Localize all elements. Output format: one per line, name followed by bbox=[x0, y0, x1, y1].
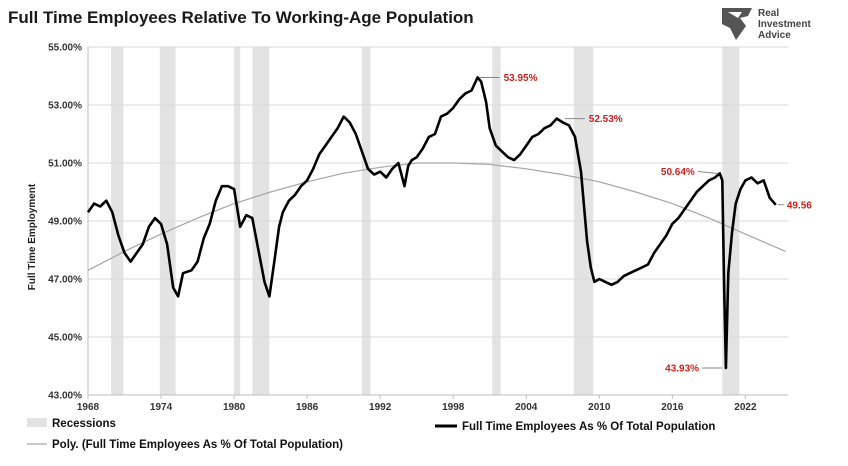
legend-recessions-swatch bbox=[27, 418, 47, 427]
x-tick-label: 1974 bbox=[150, 402, 173, 413]
x-tick-label: 2022 bbox=[734, 402, 757, 413]
y-axis-label: Full Time Employment bbox=[27, 183, 38, 290]
series bbox=[86, 76, 786, 370]
annotation-label: 49.56 bbox=[787, 200, 812, 211]
legend-recessions-label: Recessions bbox=[52, 418, 116, 430]
x-tick-label: 2016 bbox=[661, 402, 684, 413]
eagle-icon bbox=[722, 8, 752, 40]
x-tick-label: 2004 bbox=[515, 402, 538, 413]
annotation-leader-2 bbox=[697, 170, 718, 174]
y-tick-label: 43.00% bbox=[48, 391, 82, 402]
x-tick-label: 1986 bbox=[296, 402, 319, 413]
logo-line-1: Real bbox=[758, 8, 779, 19]
y-tick-label: 51.00% bbox=[48, 159, 82, 170]
annotations: 53.95% 52.53% 50.64% 43.93% 49.56 bbox=[479, 73, 812, 375]
y-tick-label: 47.00% bbox=[48, 275, 82, 286]
x-tick-label: 1998 bbox=[442, 402, 465, 413]
x-tick-labels: 1968 1974 1980 1986 1992 1998 2004 2010 2016 2022 bbox=[77, 395, 757, 413]
legend-trend-label: Poly. (Full Time Employees As % Of Total… bbox=[52, 439, 343, 451]
annotation-label: 53.95% bbox=[504, 73, 538, 84]
annotation-label: 43.93% bbox=[665, 364, 699, 375]
chart-title: Full Time Employees Relative To Working-… bbox=[8, 8, 474, 27]
y-tick-label: 49.00% bbox=[48, 217, 82, 228]
annotation-label: 50.64% bbox=[661, 167, 695, 178]
gridlines bbox=[88, 46, 788, 396]
logo-line-3: Advice bbox=[758, 30, 791, 41]
brand-logo: Real Investment Advice bbox=[722, 8, 811, 41]
annotation-label: 52.53% bbox=[589, 114, 623, 125]
y-tick-label: 55.00% bbox=[48, 43, 82, 54]
y-tick-labels: 43.00% 45.00% 47.00% 49.00% 51.00% 53.00% 55.0… bbox=[48, 43, 82, 402]
y-tick-label: 45.00% bbox=[48, 333, 82, 344]
x-tick-label: 1992 bbox=[369, 402, 392, 413]
axes bbox=[87, 47, 788, 396]
x-tick-label: 1968 bbox=[77, 402, 100, 413]
main-series-line bbox=[86, 76, 777, 370]
legend: Recessions Poly. (Full Time Employees As… bbox=[27, 418, 715, 451]
legend-series-label: Full Time Employees As % Of Total Popula… bbox=[462, 421, 715, 433]
x-tick-label: 2010 bbox=[588, 402, 611, 413]
logo-line-2: Investment bbox=[758, 19, 811, 30]
y-tick-label: 53.00% bbox=[48, 101, 82, 112]
x-tick-label: 1980 bbox=[223, 402, 246, 413]
trend-line bbox=[87, 162, 786, 271]
